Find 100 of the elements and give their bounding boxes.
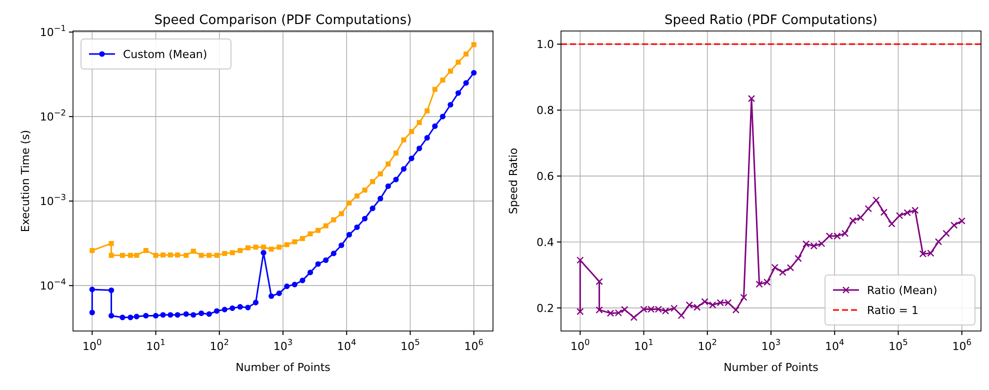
point — [393, 176, 399, 182]
point — [740, 294, 748, 301]
x-tick-label: 10$^{5}$ — [888, 337, 908, 353]
y-tick-label: 0.8 — [536, 104, 554, 118]
point — [198, 252, 204, 258]
point — [400, 166, 407, 172]
point — [276, 244, 282, 250]
point — [238, 248, 243, 254]
x-tick-label: 10$^{4}$ — [824, 337, 844, 353]
point — [253, 244, 258, 250]
x-tick-label: 10$^{2}$ — [210, 337, 230, 353]
x-tick-label: 10$^{3}$ — [761, 337, 781, 353]
point — [300, 278, 306, 284]
point — [143, 312, 149, 318]
point — [576, 308, 584, 316]
point — [354, 224, 360, 230]
point — [230, 250, 235, 256]
point — [432, 86, 438, 92]
x-tick-label: 10$^{6}$ — [952, 337, 972, 353]
point — [630, 314, 638, 322]
point — [300, 236, 305, 242]
point — [448, 102, 454, 108]
point — [245, 304, 251, 310]
point — [786, 264, 794, 272]
point — [222, 250, 228, 256]
point — [934, 238, 942, 246]
point — [864, 205, 872, 212]
point — [198, 310, 204, 316]
point — [378, 171, 383, 176]
point — [308, 231, 313, 236]
point — [174, 312, 180, 318]
point — [794, 254, 802, 262]
point — [393, 150, 398, 156]
point — [471, 42, 476, 48]
chart-title: Speed Comparison (PDF Computations) — [154, 13, 412, 28]
point — [245, 245, 250, 250]
point — [362, 188, 368, 193]
point — [190, 312, 196, 318]
x-tick-label: 10$^{3}$ — [273, 337, 293, 353]
point — [346, 200, 352, 206]
chart-title: Speed Ratio (PDF Computations) — [664, 13, 878, 28]
point — [260, 250, 266, 256]
point — [184, 252, 189, 258]
x-tick-label: 10$^{5}$ — [400, 337, 420, 353]
point — [456, 60, 461, 65]
point — [424, 135, 430, 141]
x-tick-label: 10$^{0}$ — [570, 337, 590, 353]
point — [748, 94, 756, 102]
point — [160, 312, 166, 318]
legend-label: Ratio (Mean) — [867, 284, 938, 297]
point — [958, 217, 966, 224]
point — [214, 252, 220, 258]
point — [284, 242, 290, 248]
point — [268, 246, 274, 252]
x-tick-label: 10$^{1}$ — [634, 337, 654, 353]
x-tick-label: 10$^{4}$ — [336, 337, 356, 353]
point — [230, 305, 236, 311]
point — [183, 311, 189, 317]
point — [408, 156, 414, 162]
point — [120, 314, 126, 320]
point — [153, 252, 158, 258]
point — [261, 244, 266, 250]
point — [152, 312, 159, 318]
point — [346, 232, 352, 238]
point — [323, 257, 329, 263]
point — [214, 308, 220, 314]
y-tick-label: 10$^{−1}$ — [40, 23, 66, 40]
y-tick-label: 0.2 — [536, 302, 554, 315]
point — [323, 223, 328, 228]
x-tick-label: 10$^{6}$ — [464, 337, 484, 353]
point — [331, 217, 336, 222]
y-tick-label: 0.6 — [536, 170, 554, 184]
point — [880, 208, 888, 216]
y-tick-label: 10$^{−4}$ — [40, 276, 66, 293]
point — [849, 216, 856, 224]
point — [942, 230, 950, 238]
y-tick-label: 1.0 — [536, 38, 554, 52]
x-axis-title: Number of Points — [236, 361, 331, 374]
point — [206, 311, 212, 317]
y-tick-label: 10$^{−3}$ — [40, 192, 66, 208]
point — [128, 314, 134, 320]
point — [168, 312, 174, 318]
point — [175, 252, 180, 258]
point — [370, 179, 376, 184]
point — [732, 306, 740, 314]
point — [316, 228, 321, 233]
point — [471, 70, 477, 76]
point — [292, 282, 298, 288]
y-tick-label: 0.4 — [536, 236, 554, 249]
point — [409, 129, 414, 134]
point — [168, 252, 173, 258]
point — [432, 123, 438, 129]
point — [872, 196, 880, 204]
point — [950, 222, 958, 229]
point — [362, 216, 368, 222]
point — [143, 248, 148, 254]
point — [120, 252, 126, 258]
point — [856, 214, 864, 222]
point — [440, 114, 446, 120]
point — [386, 161, 391, 166]
